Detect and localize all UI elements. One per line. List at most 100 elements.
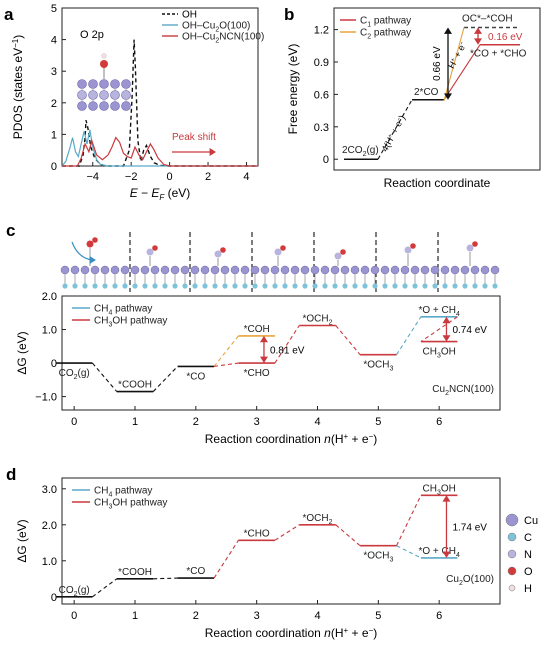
c-strip-atom-cu xyxy=(170,265,180,275)
a-legend-label-1: OH–Cu2O(100) xyxy=(182,21,250,34)
b-gap-arrow-2-head-top xyxy=(474,27,482,34)
b-connector-3 xyxy=(443,27,465,101)
a-peak-shift-arrowhead xyxy=(209,148,216,156)
b-plot-frame xyxy=(333,7,541,171)
c-strip-atom-c xyxy=(302,283,308,289)
c-strip-ads-o xyxy=(220,247,226,253)
c-strip-atom-cu xyxy=(360,265,370,275)
atom-legend-swatch-o xyxy=(507,566,517,576)
c-strip-atom-c xyxy=(492,283,498,289)
c-strip-atom-cu xyxy=(220,265,230,275)
a-ytick-label: 4 xyxy=(51,35,57,47)
a-atom-cu xyxy=(121,90,131,100)
a-atom-cu xyxy=(110,79,120,89)
c-xtick-label: 6 xyxy=(436,416,442,428)
c-strip-atom-c xyxy=(392,283,398,289)
a-xtick-label: 0 xyxy=(167,171,173,183)
d-plot-frame xyxy=(61,477,501,605)
c-ytick-label: −1.0 xyxy=(35,392,57,404)
d-xtick-label: 0 xyxy=(71,610,77,622)
d-level-label-4: *OCH2 xyxy=(302,513,332,526)
atom-legend-label-n: N xyxy=(524,549,532,561)
b-legend-label-1: C2 pathway xyxy=(360,28,411,41)
c-connector-5 xyxy=(335,325,361,356)
c-level-label-1: *COOH xyxy=(118,380,152,391)
c-connector-4 xyxy=(274,325,300,364)
c-gap-arrow-0-head-bottom xyxy=(259,356,268,364)
c-strip-atom-c xyxy=(142,283,148,289)
a-ytick-label: 0 xyxy=(51,161,57,173)
atom-legend-swatch-h xyxy=(508,584,516,592)
atom-legend-swatch-c xyxy=(507,532,517,542)
c-strip-atom-c xyxy=(482,283,488,289)
c-strip-ads-atom xyxy=(404,246,412,254)
c-strip-atom-cu xyxy=(280,265,290,275)
c-level-label-2: *CO xyxy=(186,371,205,382)
a-atom-cu xyxy=(121,101,131,111)
c-strip-atom-cu xyxy=(160,265,170,275)
c-strip-atom-cu xyxy=(290,265,300,275)
a-ytick-label: 5 xyxy=(51,3,57,15)
c-strip-atom-c xyxy=(472,283,478,289)
d-level-label-3: *CHO xyxy=(244,528,270,539)
c-level-label-4: *CHO xyxy=(244,368,270,379)
b-step-label-2: H+ + e− xyxy=(446,40,469,71)
a-annotation: O 2p xyxy=(80,29,104,41)
b-connector-1 xyxy=(377,99,413,160)
c-strip-atom-c xyxy=(292,283,298,289)
c-strip-atom-cu xyxy=(200,265,210,275)
c-strip-atom-cu xyxy=(80,265,90,275)
c-strip-atom-cu xyxy=(260,265,270,275)
b-ytick-label: 0.3 xyxy=(314,122,329,134)
c-level-label-5: *OCH2 xyxy=(302,314,332,327)
d-ytick-label: 1.0 xyxy=(42,556,57,568)
d-connector-5 xyxy=(396,495,422,546)
c-structures-strip xyxy=(60,232,500,292)
c-ylabel: ΔG (eV) xyxy=(15,331,29,374)
c-strip-atom-c xyxy=(282,283,288,289)
d-xtick-label: 2 xyxy=(193,610,199,622)
c-strip-atom-cu xyxy=(210,265,220,275)
d-gap-arrow-0-head-top xyxy=(442,495,451,502)
c-xtick-label: 4 xyxy=(314,416,320,428)
d-connector-3 xyxy=(274,524,300,541)
c-strip-atom-cu xyxy=(350,265,360,275)
panel-letter-b: b xyxy=(284,5,294,24)
b-step-label-1: 4(H+ + e−) xyxy=(380,113,408,153)
c-strip-ads-o xyxy=(340,249,346,255)
d-xtick-label: 4 xyxy=(314,610,320,622)
d-level-label-5: *OCH3 xyxy=(363,551,393,564)
panel-b-free-energy: 0 0.3 0.6 0.9 1.2 Reaction coordinate Free ene… xyxy=(286,7,541,190)
b-level-label-1: 2*CO xyxy=(414,87,439,98)
c-strip-atom-c xyxy=(102,283,108,289)
atom-legend-label-cu: Cu xyxy=(524,515,538,527)
d-connector-1 xyxy=(153,577,178,580)
c-strip-atom-cu xyxy=(300,265,310,275)
b-gap-label-1: 0.66 eV xyxy=(432,46,443,81)
c-strip-atom-c xyxy=(372,283,378,289)
a-ylabel: PDOS (states eV−1) xyxy=(11,35,25,140)
a-ytick-label: 3 xyxy=(51,66,57,78)
c-strip-atom-cu xyxy=(60,265,70,275)
a-atom-cu xyxy=(88,101,98,111)
c-strip-atom-cu xyxy=(420,265,430,275)
c-xtick-label: 5 xyxy=(375,416,381,428)
c-strip-ads-atom xyxy=(146,248,154,256)
c-strip-approach-arrowhead xyxy=(89,256,96,264)
panel-c-cu2ncn-pathway: 0 1 2 3 4 5 6 −1.0 0 1.0 2.0 Reaction coordination … xyxy=(15,291,501,446)
c-strip-atom-cu xyxy=(400,265,410,275)
c-strip-ads-o xyxy=(410,243,416,249)
d-catalyst-label: Cu2O(100) xyxy=(446,574,494,587)
c-strip-atom-cu xyxy=(120,265,130,275)
c-strip-atom-c xyxy=(232,283,238,289)
c-strip-atom-cu xyxy=(330,265,340,275)
b-ytick-label: 0 xyxy=(323,154,329,166)
atom-legend-label-o: O xyxy=(524,566,533,578)
b-gap-arrow-2-head-bottom xyxy=(474,38,482,45)
c-strip-atom-c xyxy=(162,283,168,289)
c-xtick-label: 0 xyxy=(71,416,77,428)
c-strip-atom-c xyxy=(402,283,408,289)
c-strip-atom-c xyxy=(92,283,98,289)
d-connector-4 xyxy=(335,524,361,547)
c-strip-atom-c xyxy=(432,283,438,289)
